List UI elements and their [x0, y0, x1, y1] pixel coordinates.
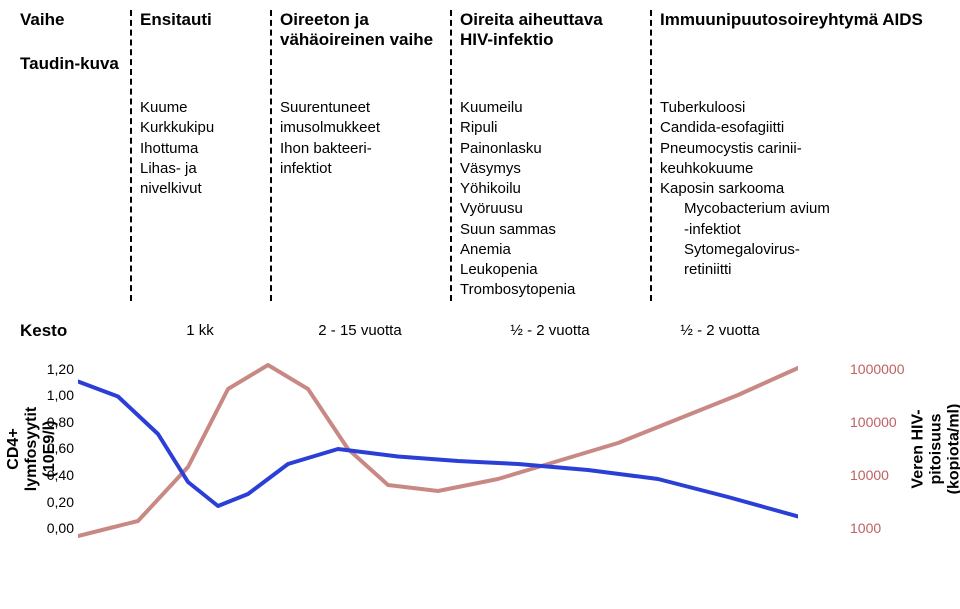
text-line: -infektiot [684, 220, 930, 240]
text-line: Mycobacterium avium [684, 199, 930, 219]
text-line: Trombosytopenia [460, 280, 640, 300]
body: SuurentuneetimusolmukkeetIhon bakteeri-i… [280, 98, 440, 179]
tick-label: 1000000 [850, 361, 905, 377]
tick-label: 1,20 [47, 361, 74, 377]
header: Oireita aiheuttava HIV-infektio [460, 10, 640, 70]
txt: Vaihe [20, 10, 120, 30]
left-axis-label: Veren CD4+ lymfosyytit (10E9/l) [10, 359, 36, 539]
text-line: Sytomegalovirus- [684, 240, 930, 260]
row-labels-col: Vaihe Taudin-kuva [10, 10, 130, 301]
header-vaihe: Vaihe Taudin-kuva [20, 10, 120, 75]
phase-table: Vaihe Taudin-kuva Ensitauti KuumeKurkkuk… [10, 10, 950, 301]
text-line: Suun sammas [460, 220, 640, 240]
tick-label: 1,00 [47, 387, 74, 403]
txt: Taudin-kuva [20, 54, 120, 74]
col-ensitauti: Ensitauti KuumeKurkkukipuIhottumaLihas- … [130, 10, 270, 301]
text-line: Väsymys [460, 159, 640, 179]
kesto-c3: ½ - 2 vuotta [450, 322, 650, 339]
text-line: Kaposin sarkooma [660, 179, 930, 199]
text-line: Ripuli [460, 118, 640, 138]
text-line: Yöhikoilu [460, 179, 640, 199]
kesto-label: Kesto [10, 321, 130, 341]
text-line: keuhkokuume [660, 159, 930, 179]
chart: Veren CD4+ lymfosyytit (10E9/l) 1,20 1,00… [10, 359, 950, 539]
hiv-line [78, 365, 798, 536]
header: Oireeton ja vähäoireinen vaihe [280, 10, 440, 70]
kesto-c4: ½ - 2 vuotta [650, 322, 790, 339]
text-line: Ihottuma [140, 139, 260, 159]
text-line: Vyöruusu [460, 199, 640, 219]
txt: Veren HIV- pitoisuus (kopiota/ml) [909, 403, 960, 494]
text-line: Suurentuneet [280, 98, 440, 118]
col-oireita: Oireita aiheuttava HIV-infektio Kuumeilu… [450, 10, 650, 301]
text-line: Kurkkukipu [140, 118, 260, 138]
header: Ensitauti [140, 10, 260, 70]
body: KuumeKurkkukipuIhottumaLihas- janivelkiv… [140, 98, 260, 199]
tick-label: 1000 [850, 520, 881, 536]
text-line: Painonlasku [460, 139, 640, 159]
text-line: Anemia [460, 240, 640, 260]
col-aids: Immuunipuutosoireyhtymä AIDS Tuberkuloos… [650, 10, 940, 301]
tick-label: 0,20 [47, 494, 74, 510]
text-line: nivelkivut [140, 179, 260, 199]
text-line: infektiot [280, 159, 440, 179]
kesto-c1: 1 kk [130, 322, 270, 339]
text-line: imusolmukkeet [280, 118, 440, 138]
text-line: Leukopenia [460, 260, 640, 280]
text-line: Tuberkuloosi [660, 98, 930, 118]
text-line: Candida-esofagiitti [660, 118, 930, 138]
text-line: retiniitti [684, 260, 930, 280]
text-line: Kuume [140, 98, 260, 118]
text-line: Pneumocystis carinii- [660, 139, 930, 159]
plot-svg [78, 359, 798, 539]
text-line: Ihon bakteeri- [280, 139, 440, 159]
tick-label: 0,00 [47, 520, 74, 536]
kesto-c2: 2 - 15 vuotta [270, 322, 450, 339]
kesto-row: Kesto 1 kk 2 - 15 vuotta ½ - 2 vuotta ½ … [10, 321, 950, 341]
txt: Veren CD4+ lymfosyytit (10E9/l) [0, 406, 59, 490]
body: KuumeiluRipuliPainonlaskuVäsymysYöhikoil… [460, 98, 640, 301]
right-axis-label: Veren HIV- pitoisuus (kopiota/ml) [922, 359, 950, 539]
tick-label: 10000 [850, 467, 889, 483]
cd4-line [78, 381, 798, 516]
body: TuberkuloosiCandida-esofagiittiPneumocys… [660, 98, 930, 280]
text-line: Lihas- ja [140, 159, 260, 179]
plot-area [78, 359, 844, 539]
text-line: Kuumeilu [460, 98, 640, 118]
tick-label: 100000 [850, 414, 897, 430]
col-oireeton: Oireeton ja vähäoireinen vaihe Suurentun… [270, 10, 450, 301]
header: Immuunipuutosoireyhtymä AIDS [660, 10, 930, 70]
